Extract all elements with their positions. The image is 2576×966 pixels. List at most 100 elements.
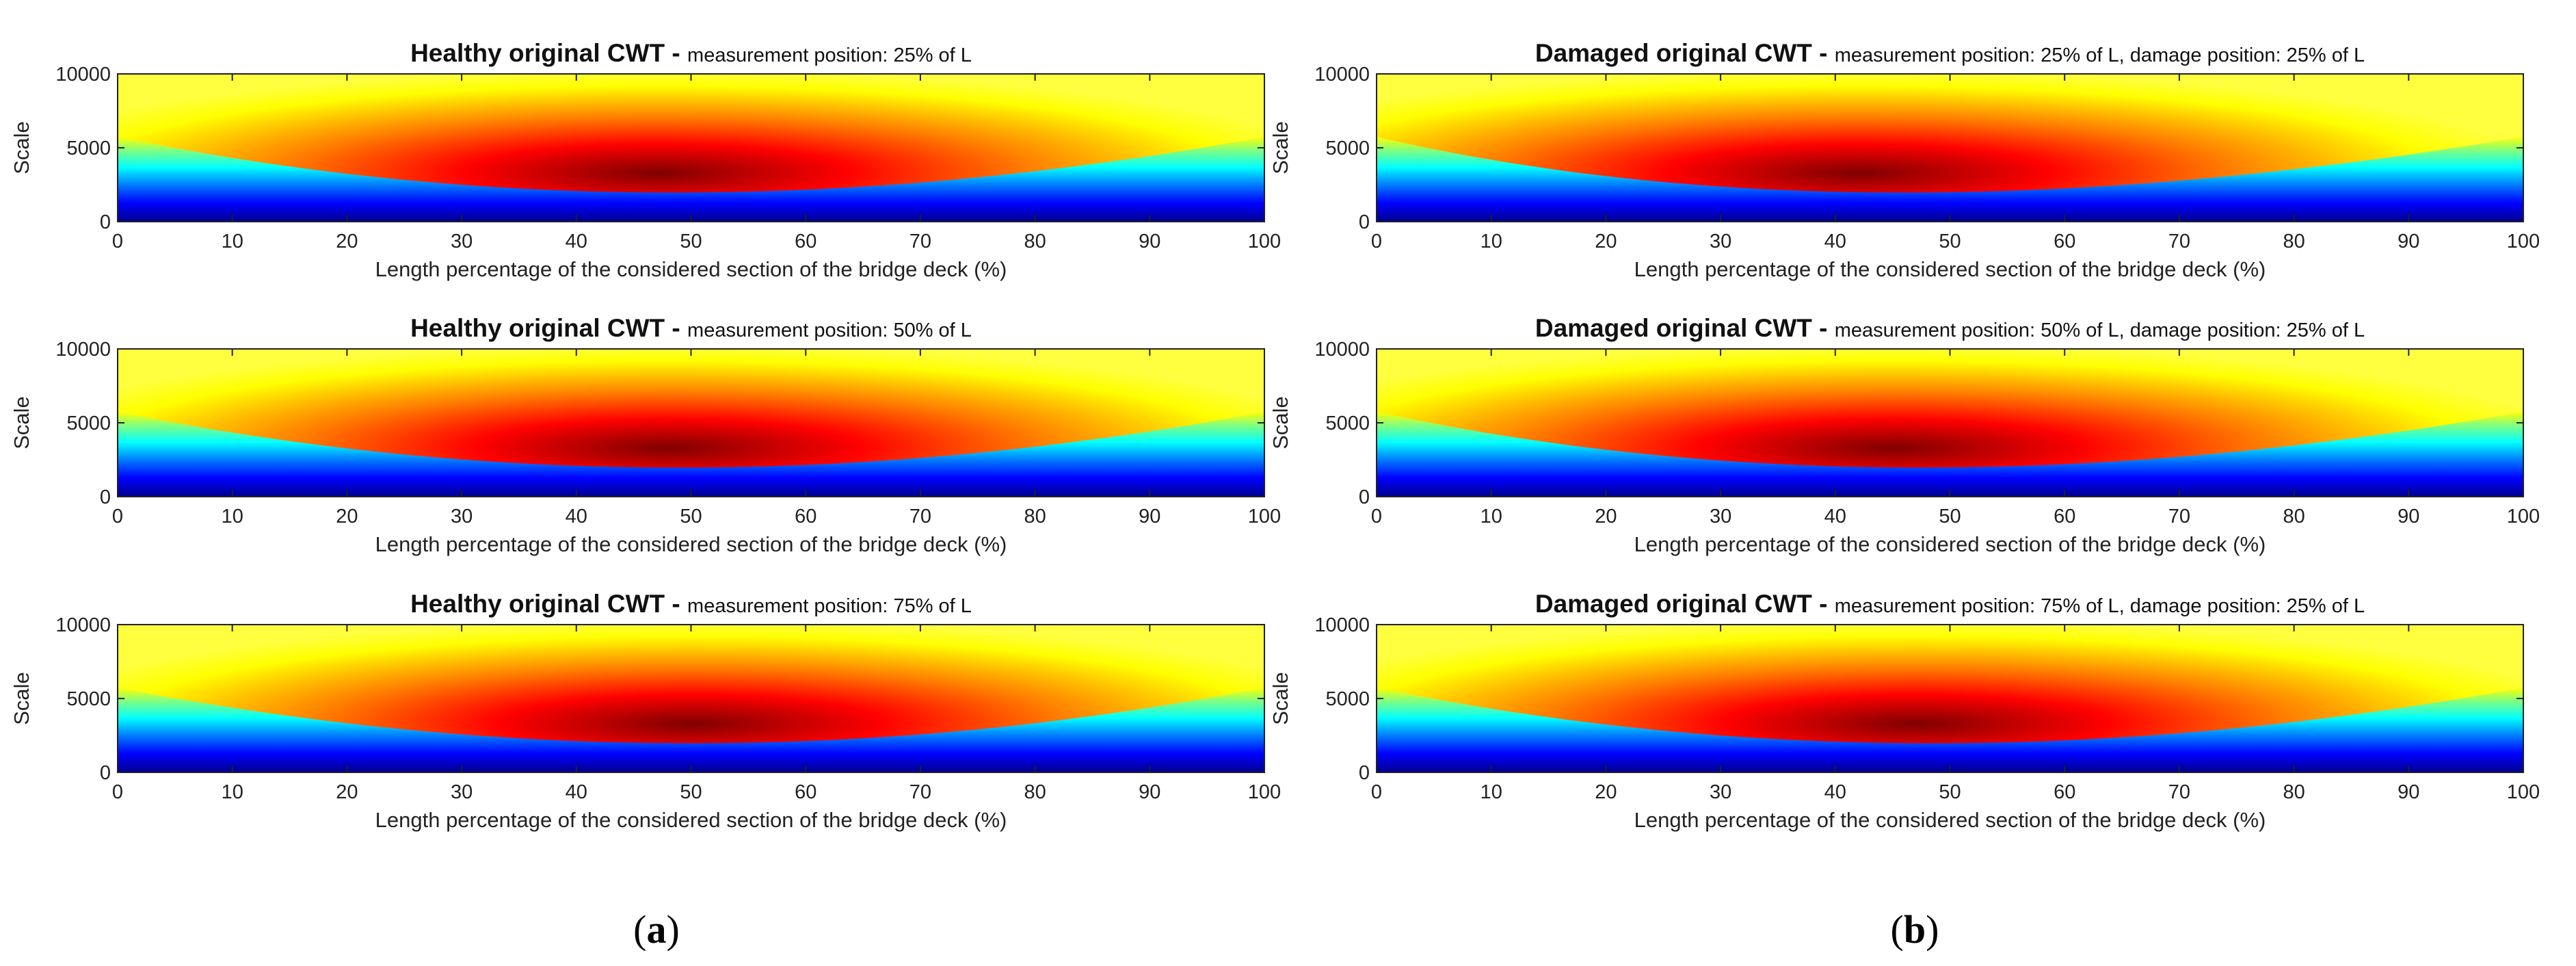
y-axis-label: Scale [10,121,34,174]
x-tick-label: 40 [566,506,587,527]
x-tick-label: 30 [451,231,473,252]
x-tick-label: 50 [1939,781,1961,803]
chart-title: Healthy original CWT - measurement posit… [410,39,972,67]
cwt-heatmap [118,74,1264,222]
chart-healthy-75: 0 10 20 30 40 50 60 70 80 90 100 0 5000 10000 Healthy … [10,590,1281,832]
x-axis-label: Length percentage of the considered sect… [375,257,1007,281]
x-tick-label: 30 [1710,781,1731,803]
y-tick-label: 10000 [1314,339,1370,361]
y-tick-label: 10000 [1314,614,1370,636]
y-tick-label: 0 [100,211,111,233]
cwt-heatmap [1377,349,2523,497]
x-tick-label: 10 [1480,781,1502,803]
chart-title-bold: Healthy original CWT - [410,314,687,342]
cwt-heatmap [118,625,1264,772]
x-tick-label: 80 [1024,506,1046,527]
x-tick-label: 100 [2507,506,2540,527]
x-tick-label: 20 [336,781,358,803]
x-tick-label: 20 [1595,781,1617,803]
chart-title-bold: Healthy original CWT - [410,39,687,67]
y-tick-label: 5000 [66,138,111,159]
chart-title-bold: Damaged original CWT - [1535,39,1835,67]
chart-title-detail: measurement position: 25% of L, damage p… [1835,44,2365,66]
low-scale-band [118,412,1264,497]
x-tick-label: 90 [1139,506,1160,527]
x-tick-label: 0 [1371,781,1382,803]
x-tick-label: 10 [222,781,243,803]
chart-title-detail: measurement position: 75% of L [687,595,972,617]
cwt-heatmap [1377,625,2523,772]
y-tick-label: 0 [100,762,111,784]
x-tick-label: 60 [795,781,816,803]
x-tick-label: 0 [112,231,123,252]
x-tick-label: 50 [680,506,702,527]
x-tick-label: 20 [1595,231,1617,252]
cwt-heatmap [1377,74,2523,222]
chart-damaged-75: 0 10 20 30 40 50 60 70 80 90 100 0 5000 10000 Damaged … [1269,590,2540,832]
x-axis-label: Length percentage of the considered sect… [1634,532,2266,556]
x-tick-label: 0 [112,781,123,803]
x-tick-label: 60 [795,231,816,252]
y-axis-label: Scale [1269,672,1292,725]
x-tick-label: 100 [2507,781,2540,803]
y-tick-label: 10000 [55,339,111,361]
chart-title-bold: Damaged original CWT - [1535,590,1835,618]
y-axis-label: Scale [1269,121,1292,174]
y-axis-label: Scale [10,672,34,725]
chart-damaged-50: 0 10 20 30 40 50 60 70 80 90 100 0 5000 10000 Damaged … [1269,314,2540,556]
low-scale-band [118,137,1264,222]
x-tick-label: 0 [1371,231,1382,252]
x-tick-label: 100 [2507,231,2540,252]
x-tick-label: 100 [1248,506,1281,527]
y-tick-label: 5000 [1325,688,1370,710]
x-tick-label: 40 [1824,231,1846,252]
x-tick-label: 80 [2283,506,2305,527]
x-tick-label: 90 [2398,506,2419,527]
x-tick-label: 50 [1939,231,1961,252]
chart-title: Healthy original CWT - measurement posit… [410,590,972,618]
x-tick-label: 70 [909,506,931,527]
y-tick-label: 10000 [55,64,111,86]
x-tick-label: 60 [2054,231,2075,252]
x-tick-label: 80 [1024,231,1046,252]
chart-damaged-25: 0 10 20 30 40 50 60 70 80 90 100 0 5000 10000 Damaged … [1269,39,2540,281]
y-tick-label: 10000 [55,614,111,636]
chart-title: Damaged original CWT - measurement posit… [1535,39,2365,67]
y-tick-label: 5000 [66,413,111,434]
y-tick-label: 5000 [66,688,111,710]
x-axis-label: Length percentage of the considered sect… [375,808,1007,832]
x-tick-label: 90 [1139,231,1160,252]
chart-title-detail: measurement position: 50% of L [687,319,972,341]
chart-title: Damaged original CWT - measurement posit… [1535,314,2365,342]
chart-title-detail: measurement position: 75% of L, damage p… [1835,595,2365,617]
chart-healthy-25: 0 10 20 30 40 50 60 70 80 90 100 0 5000 10000 Healthy … [10,39,1281,281]
x-tick-label: 20 [336,231,358,252]
y-tick-label: 0 [1359,211,1370,233]
x-tick-label: 30 [1710,506,1731,527]
x-tick-label: 70 [2168,506,2190,527]
x-axis-label: Length percentage of the considered sect… [1634,808,2266,832]
x-tick-label: 90 [2398,781,2419,803]
x-tick-label: 10 [222,506,243,527]
x-tick-label: 50 [680,781,702,803]
y-tick-label: 5000 [1325,138,1370,159]
chart-title-detail: measurement position: 25% of L [687,44,972,66]
x-tick-label: 30 [1710,231,1731,252]
x-tick-label: 90 [2398,231,2419,252]
panel-label-a: (a) [633,907,680,952]
x-tick-label: 60 [795,506,816,527]
chart-title-detail: measurement position: 50% of L, damage p… [1835,319,2365,341]
chart-title: Healthy original CWT - measurement posit… [410,314,972,342]
x-tick-label: 30 [451,506,473,527]
y-tick-label: 10000 [1314,64,1370,86]
x-tick-label: 60 [2054,781,2075,803]
x-axis-label: Length percentage of the considered sect… [1634,257,2266,281]
x-tick-label: 20 [1595,506,1617,527]
x-axis-label: Length percentage of the considered sect… [375,532,1007,556]
y-tick-label: 5000 [1325,413,1370,434]
x-tick-label: 70 [909,781,931,803]
x-tick-label: 80 [2283,781,2305,803]
x-tick-label: 90 [1139,781,1160,803]
x-tick-label: 100 [1248,781,1281,803]
y-tick-label: 0 [1359,486,1370,508]
